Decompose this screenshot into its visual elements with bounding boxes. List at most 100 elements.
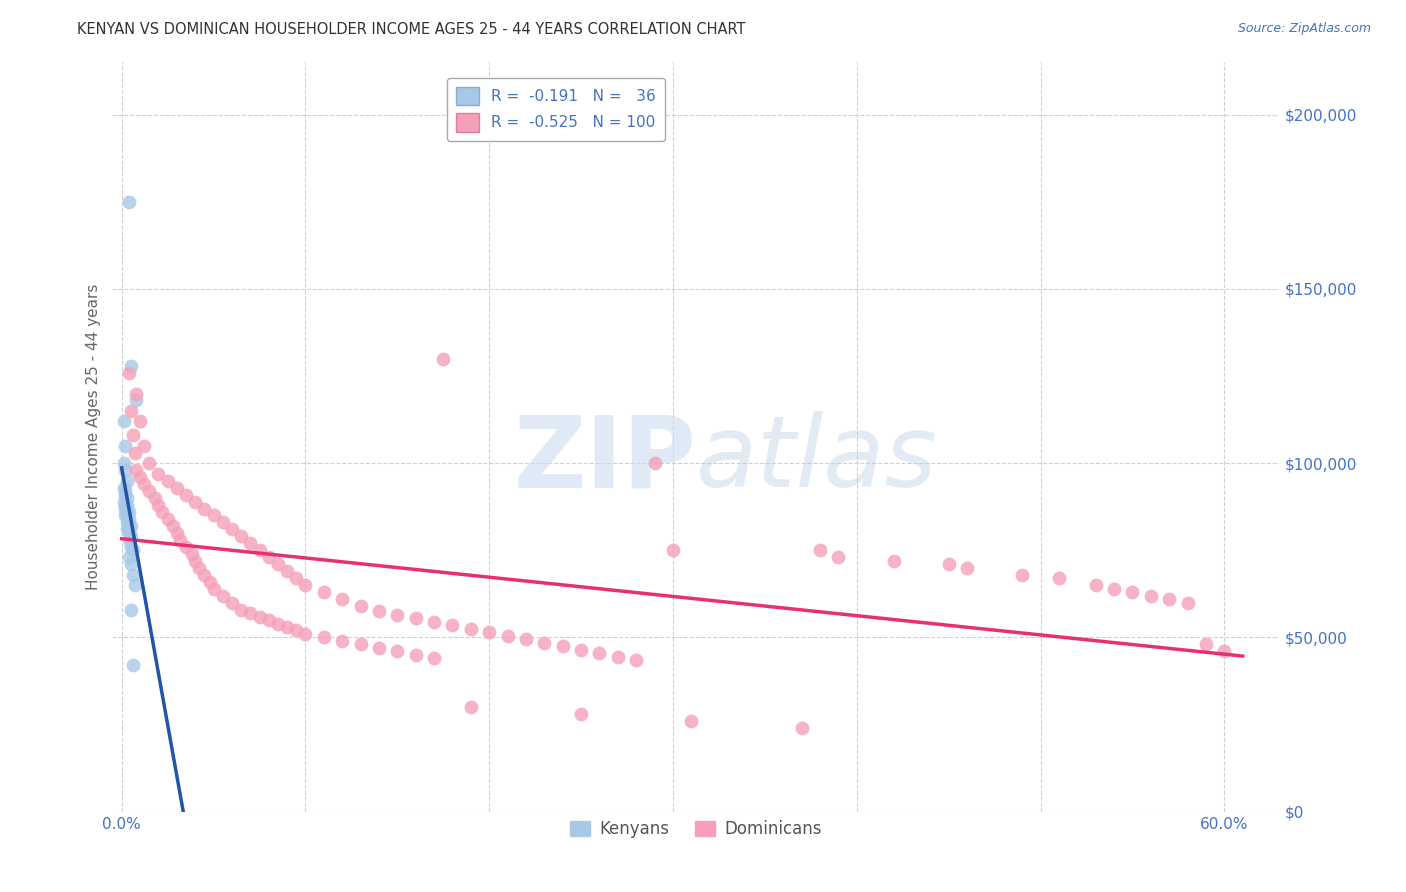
Point: [644, 456, 666, 470]
Point: [460, 622, 482, 636]
Point: [184, 494, 207, 508]
Point: [229, 529, 252, 543]
Point: [496, 629, 519, 643]
Point: [156, 512, 179, 526]
Point: [249, 609, 271, 624]
Point: [148, 467, 170, 481]
Point: [114, 487, 136, 501]
Point: [187, 561, 209, 575]
Point: [121, 428, 143, 442]
Point: [267, 616, 290, 631]
Point: [193, 567, 215, 582]
Point: [184, 554, 207, 568]
Point: [423, 615, 446, 629]
Point: [162, 519, 184, 533]
Point: [1159, 592, 1181, 607]
Point: [267, 558, 290, 572]
Point: [1084, 578, 1107, 592]
Point: [112, 494, 135, 508]
Point: [387, 607, 409, 622]
Point: [1121, 585, 1143, 599]
Point: [174, 540, 197, 554]
Point: [125, 393, 148, 408]
Point: [180, 547, 202, 561]
Point: [1140, 589, 1163, 603]
Text: KENYAN VS DOMINICAN HOUSEHOLDER INCOME AGES 25 - 44 YEARS CORRELATION CHART: KENYAN VS DOMINICAN HOUSEHOLDER INCOME A…: [77, 22, 745, 37]
Point: [239, 536, 262, 550]
Point: [211, 589, 233, 603]
Point: [120, 558, 142, 572]
Point: [118, 533, 141, 547]
Point: [294, 627, 316, 641]
Point: [118, 525, 141, 540]
Point: [368, 604, 391, 618]
Point: [239, 606, 262, 620]
Point: [138, 484, 160, 499]
Point: [121, 567, 143, 582]
Point: [120, 529, 142, 543]
Point: [221, 523, 243, 537]
Point: [257, 550, 280, 565]
Point: [1102, 582, 1125, 596]
Point: [460, 700, 482, 714]
Point: [368, 640, 391, 655]
Point: [114, 463, 136, 477]
Point: [423, 651, 446, 665]
Point: [112, 481, 135, 495]
Point: [114, 508, 136, 523]
Point: [330, 592, 353, 607]
Point: [118, 512, 141, 526]
Point: [202, 508, 225, 523]
Point: [551, 639, 574, 653]
Point: [198, 574, 221, 589]
Point: [156, 474, 179, 488]
Point: [956, 561, 979, 575]
Point: [330, 634, 353, 648]
Point: [626, 653, 648, 667]
Point: [115, 508, 138, 523]
Point: [118, 505, 141, 519]
Legend: Kenyans, Dominicans: Kenyans, Dominicans: [562, 814, 830, 845]
Point: [120, 602, 142, 616]
Point: [808, 543, 831, 558]
Text: Source: ZipAtlas.com: Source: ZipAtlas.com: [1237, 22, 1371, 36]
Point: [533, 636, 555, 650]
Point: [405, 648, 427, 662]
Point: [118, 550, 141, 565]
Point: [121, 543, 143, 558]
Point: [114, 484, 136, 499]
Point: [169, 533, 191, 547]
Point: [115, 523, 138, 537]
Point: [1195, 637, 1218, 651]
Point: [121, 658, 143, 673]
Point: [221, 596, 243, 610]
Point: [883, 554, 905, 568]
Point: [229, 602, 252, 616]
Point: [588, 646, 610, 660]
Point: [606, 649, 628, 664]
Point: [120, 519, 142, 533]
Point: [211, 516, 233, 530]
Point: [662, 543, 685, 558]
Point: [148, 498, 170, 512]
Point: [249, 543, 271, 558]
Point: [138, 456, 160, 470]
Point: [478, 625, 501, 640]
Point: [112, 414, 135, 428]
Point: [120, 404, 142, 418]
Point: [124, 578, 146, 592]
Text: atlas: atlas: [696, 411, 938, 508]
Point: [114, 498, 136, 512]
Point: [285, 571, 308, 585]
Point: [115, 474, 138, 488]
Point: [294, 578, 316, 592]
Point: [166, 481, 188, 495]
Point: [120, 540, 142, 554]
Point: [120, 359, 142, 373]
Point: [312, 585, 335, 599]
Point: [276, 564, 298, 578]
Point: [143, 491, 166, 505]
Point: [1213, 644, 1236, 658]
Point: [124, 446, 146, 460]
Point: [114, 439, 136, 453]
